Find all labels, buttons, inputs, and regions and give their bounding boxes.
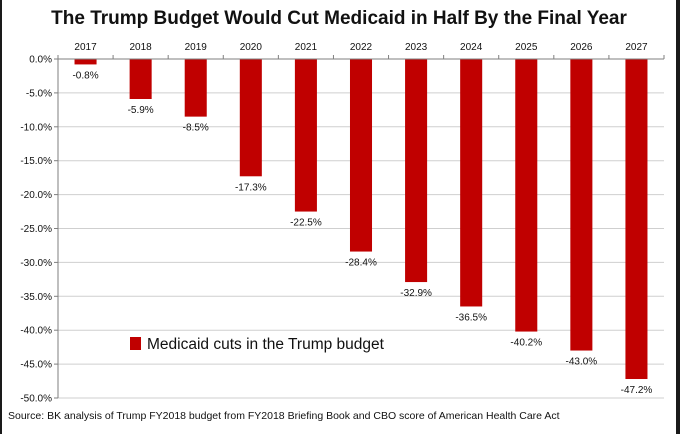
y-tick-label: -50.0% xyxy=(20,394,52,405)
category-label: 2024 xyxy=(460,42,483,53)
category-label: 2020 xyxy=(240,42,263,53)
data-label: -22.5% xyxy=(290,218,322,229)
data-label: -5.9% xyxy=(128,105,154,116)
category-label: 2025 xyxy=(515,42,538,53)
data-label: -0.8% xyxy=(72,70,98,81)
data-label: -8.5% xyxy=(183,123,209,134)
y-tick-label: -5.0% xyxy=(26,88,52,99)
data-label: -47.2% xyxy=(621,385,653,396)
data-label: -17.3% xyxy=(235,182,267,193)
y-tick-label: -25.0% xyxy=(20,224,52,235)
category-label: 2027 xyxy=(625,42,648,53)
y-tick-label: 0.0% xyxy=(29,55,52,66)
chart-title: The Trump Budget Would Cut Medicaid in H… xyxy=(51,8,627,29)
category-label: 2019 xyxy=(185,42,208,53)
y-tick-label: -40.0% xyxy=(20,326,52,337)
bar-2023 xyxy=(405,59,428,283)
category-label: 2021 xyxy=(295,42,318,53)
y-tick-label: -30.0% xyxy=(20,258,52,269)
bar-2022 xyxy=(349,59,373,252)
legend-swatch xyxy=(130,337,141,350)
category-label: 2022 xyxy=(350,42,373,53)
bar-2021 xyxy=(294,59,317,212)
bar-2020 xyxy=(239,59,262,177)
bar-2018 xyxy=(129,59,152,100)
data-label: -43.0% xyxy=(566,357,598,368)
data-label: -40.2% xyxy=(510,338,542,349)
legend-label: Medicaid cuts in the Trump budget xyxy=(147,336,385,353)
bar-2019 xyxy=(184,59,207,117)
category-label: 2026 xyxy=(570,42,593,53)
data-label: -32.9% xyxy=(400,288,432,299)
bar-2025 xyxy=(515,59,538,332)
y-tick-label: -20.0% xyxy=(20,190,52,201)
y-tick-label: -35.0% xyxy=(20,292,52,303)
source-note: Source: BK analysis of Trump FY2018 budg… xyxy=(8,410,560,422)
category-label: 2018 xyxy=(130,42,153,53)
bar-2027 xyxy=(625,59,648,380)
data-label: -36.5% xyxy=(455,312,487,323)
bar-2026 xyxy=(570,59,593,351)
category-label: 2023 xyxy=(405,42,428,53)
y-tick-label: -10.0% xyxy=(20,122,52,133)
y-tick-label: -45.0% xyxy=(20,360,52,371)
bar-2017 xyxy=(74,59,97,65)
category-label: 2017 xyxy=(74,42,97,53)
y-tick-label: -15.0% xyxy=(20,156,52,167)
bar-2024 xyxy=(460,59,483,307)
data-label: -28.4% xyxy=(345,258,377,269)
bar-chart: 0.0% -5.0% -10.0% -15.0% -20.0% -25.0% -30.0% -… xyxy=(20,42,665,405)
